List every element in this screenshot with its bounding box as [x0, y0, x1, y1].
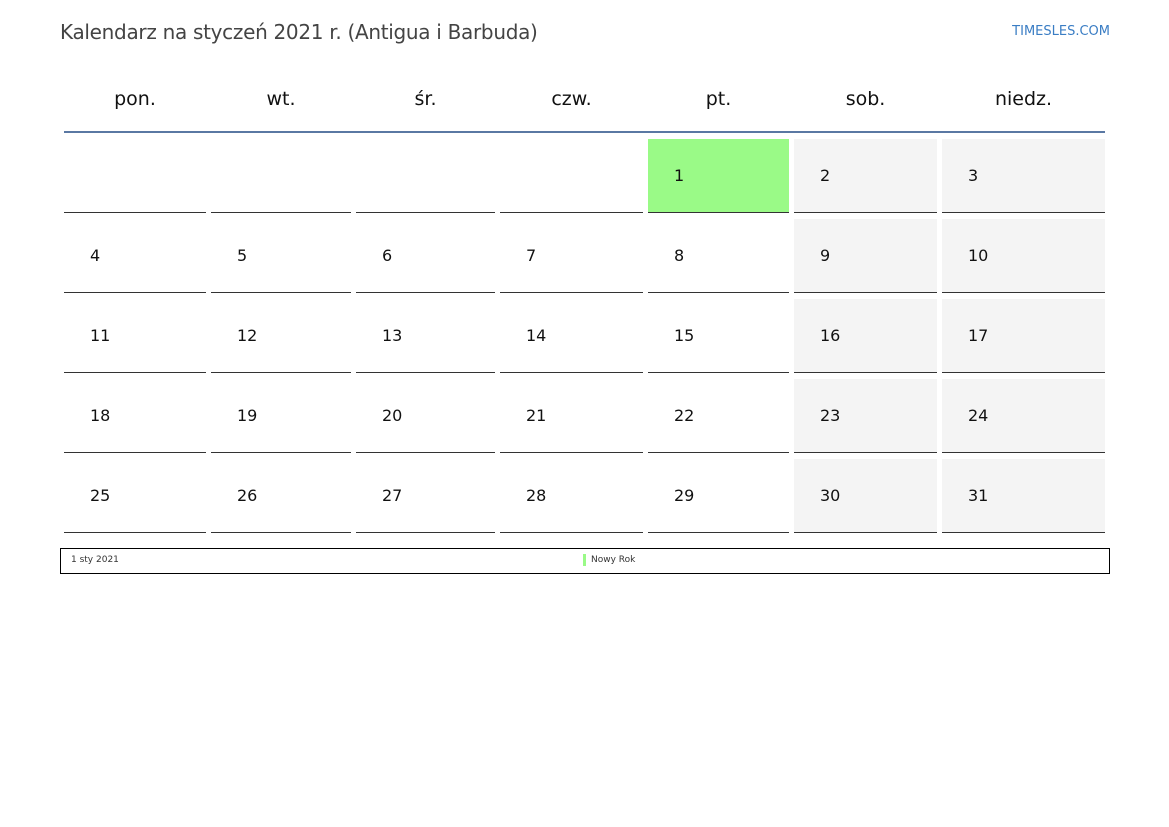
day-cell: 19 — [211, 379, 351, 453]
day-number: 6 — [382, 246, 393, 265]
day-cell: 2 — [794, 139, 937, 213]
day-number: 5 — [237, 246, 248, 265]
holiday-date: 1 sty 2021 — [71, 555, 119, 565]
day-number: 29 — [674, 486, 695, 505]
day-number: 11 — [90, 326, 111, 345]
day-number: 10 — [968, 246, 989, 265]
brand-link[interactable]: TIMESLES.COM — [1012, 24, 1110, 39]
empty-cell — [500, 139, 643, 213]
day-number: 20 — [382, 406, 403, 425]
day-cell: 25 — [64, 459, 206, 533]
page-title: Kalendarz na styczeń 2021 r. (Antigua i … — [60, 20, 538, 44]
weekday-label: sob. — [845, 88, 886, 110]
day-cell: 8 — [648, 219, 789, 293]
day-cell: 14 — [500, 299, 643, 373]
weekday-label: czw. — [551, 88, 592, 110]
day-cell: 24 — [942, 379, 1105, 453]
day-cell: 27 — [356, 459, 495, 533]
day-cell: 1 — [648, 139, 789, 213]
day-number: 22 — [674, 406, 695, 425]
day-number: 26 — [237, 486, 258, 505]
day-number: 17 — [968, 326, 989, 345]
empty-cell — [211, 139, 351, 213]
day-number: 4 — [90, 246, 101, 265]
day-number: 23 — [820, 406, 841, 425]
day-number: 27 — [382, 486, 403, 505]
day-cell: 5 — [211, 219, 351, 293]
day-cell: 17 — [942, 299, 1105, 373]
day-number: 13 — [382, 326, 403, 345]
day-cell: 4 — [64, 219, 206, 293]
day-cell: 28 — [500, 459, 643, 533]
day-number: 31 — [968, 486, 989, 505]
day-cell: 31 — [942, 459, 1105, 533]
empty-cell — [64, 139, 206, 213]
weekday-label: wt. — [266, 88, 296, 110]
day-number: 25 — [90, 486, 111, 505]
day-cell: 21 — [500, 379, 643, 453]
day-cell: 3 — [942, 139, 1105, 213]
day-number: 3 — [968, 166, 979, 185]
day-cell: 26 — [211, 459, 351, 533]
day-cell: 16 — [794, 299, 937, 373]
day-number: 28 — [526, 486, 547, 505]
calendar-grid: 1 2 3 4 5 6 7 8 9 10 11 12 13 14 15 16 17 18 19 20 21 22 23 24 2… — [64, 139, 1105, 533]
day-cell: 18 — [64, 379, 206, 453]
day-cell: 12 — [211, 299, 351, 373]
holiday-color-marker — [583, 554, 586, 566]
day-number: 24 — [968, 406, 989, 425]
holiday-name: Nowy Rok — [591, 555, 636, 565]
day-cell: 7 — [500, 219, 643, 293]
weekday-label: śr. — [414, 88, 437, 110]
day-cell: 6 — [356, 219, 495, 293]
weekday-label: pon. — [114, 88, 156, 110]
day-cell: 13 — [356, 299, 495, 373]
day-number: 2 — [820, 166, 831, 185]
day-number: 15 — [674, 326, 695, 345]
day-number: 18 — [90, 406, 111, 425]
day-cell: 22 — [648, 379, 789, 453]
weekday-label: niedz. — [994, 88, 1053, 110]
day-number: 7 — [526, 246, 537, 265]
empty-cell — [356, 139, 495, 213]
day-number: 19 — [237, 406, 258, 425]
day-cell: 15 — [648, 299, 789, 373]
day-cell: 30 — [794, 459, 937, 533]
weekday-label: pt. — [705, 88, 732, 110]
day-cell: 11 — [64, 299, 206, 373]
day-number: 12 — [237, 326, 258, 345]
day-number: 14 — [526, 326, 547, 345]
day-number: 30 — [820, 486, 841, 505]
holiday-legend: 1 sty 2021 Nowy Rok — [60, 548, 1110, 574]
day-cell: 10 — [942, 219, 1105, 293]
day-number: 1 — [674, 166, 685, 185]
weekday-header: pon. wt. śr. czw. pt. sob. niedz. — [64, 86, 1105, 112]
header-divider — [64, 131, 1105, 133]
day-number: 9 — [820, 246, 831, 265]
day-number: 8 — [674, 246, 685, 265]
day-number: 21 — [526, 406, 547, 425]
day-cell: 20 — [356, 379, 495, 453]
day-cell: 23 — [794, 379, 937, 453]
day-cell: 29 — [648, 459, 789, 533]
day-cell: 9 — [794, 219, 937, 293]
day-number: 16 — [820, 326, 841, 345]
